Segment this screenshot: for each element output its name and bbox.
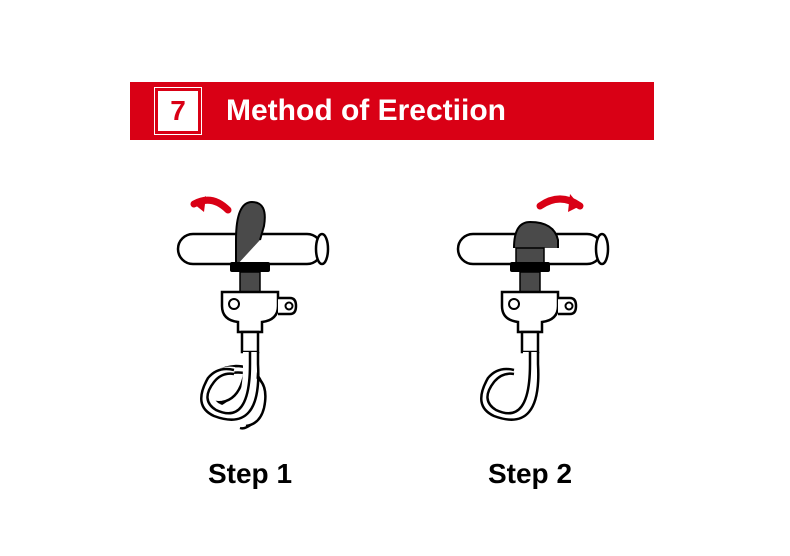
step-1-label: Step 1 <box>208 458 292 490</box>
hook-diagram-step-2 <box>430 180 630 440</box>
header-bar: 7 Method of Erectiion <box>130 82 654 140</box>
header-title: Method of Erectiion <box>226 94 506 128</box>
step-2-label: Step 2 <box>488 458 572 490</box>
hook-diagram-step-1 <box>150 180 350 440</box>
step-2: Step 2 <box>430 180 630 490</box>
header-number: 7 <box>170 95 186 127</box>
number-box-outer: 7 <box>154 87 202 135</box>
step-1: Step 1 <box>150 180 350 490</box>
steps-container: Step 1 <box>110 180 670 490</box>
number-box-inner: 7 <box>158 91 198 131</box>
